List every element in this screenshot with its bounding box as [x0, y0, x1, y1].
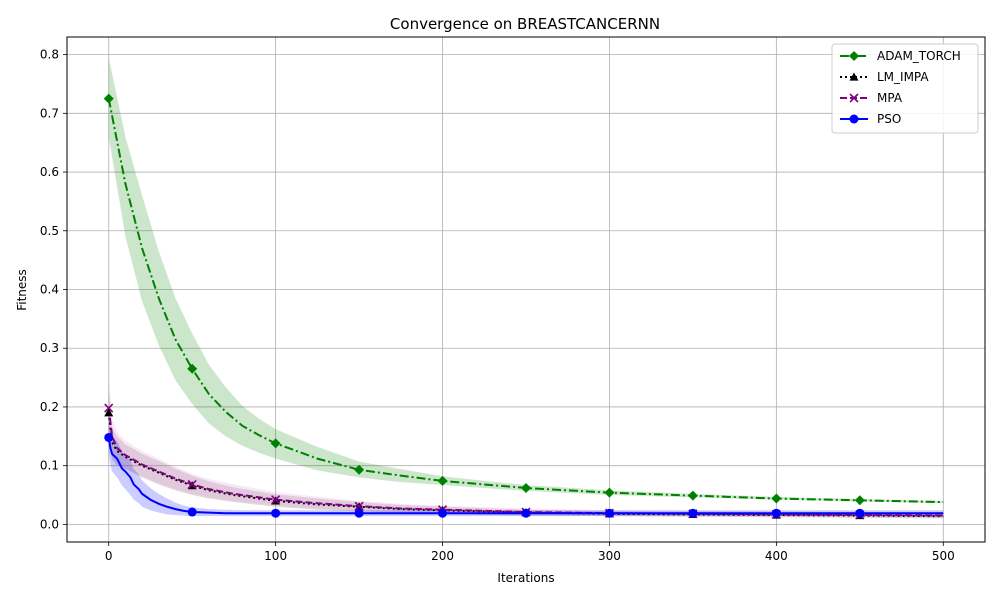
legend-marker: [849, 93, 859, 103]
legend-label: LM_IMPA: [877, 70, 929, 84]
marker-mpa: [354, 501, 364, 511]
x-tick-label: 200: [431, 549, 454, 563]
y-axis-ticks: 0.0 0.1 0.2 0.3 0.4 0.5 0.6 0.7 0.8: [40, 48, 67, 531]
marker-pso: [187, 507, 197, 517]
marker-adam_torch: [687, 490, 698, 501]
marker-mpa: [104, 403, 114, 413]
marker-adam_torch: [270, 438, 281, 449]
marker-adam_torch: [354, 464, 365, 475]
marker-adam_torch: [854, 495, 865, 506]
line-lm_impa: [107, 412, 944, 518]
x-axis-label: Iterations: [497, 571, 554, 585]
marker-adam_torch: [187, 363, 198, 374]
marker-pso: [855, 508, 865, 518]
marker-pso: [271, 508, 281, 518]
marker-adam_torch: [771, 493, 782, 504]
marker-adam_torch: [103, 93, 114, 104]
chart-title: Convergence on BREASTCANCERNN: [390, 15, 660, 33]
y-tick-label: 0.4: [40, 283, 59, 297]
y-tick-label: 0.3: [40, 341, 59, 355]
x-tick-label: 500: [932, 549, 955, 563]
series-markers: [103, 93, 865, 520]
marker-adam_torch: [604, 487, 615, 498]
legend-marker: [849, 114, 859, 124]
marker-pso: [354, 508, 364, 518]
marker-lm_impa: [104, 408, 114, 417]
marker-pso: [521, 508, 531, 518]
marker-pso: [604, 508, 614, 518]
y-tick-label: 0.1: [40, 459, 59, 473]
legend-box: [831, 43, 979, 134]
marker-pso: [688, 508, 698, 518]
y-tick-label: 0.7: [40, 106, 59, 120]
x-axis-ticks: 0 100 200 300 400 500: [105, 542, 955, 563]
legend-marker: [849, 51, 859, 61]
marker-adam_torch: [521, 482, 531, 493]
x-tick-label: 300: [598, 549, 621, 563]
legend-label: PSO: [877, 112, 901, 126]
marker-mpa: [187, 479, 197, 490]
x-tick-label: 400: [765, 549, 788, 563]
marker-pso: [771, 508, 781, 518]
marker-pso: [438, 508, 448, 518]
y-tick-label: 0.2: [40, 400, 59, 414]
x-tick-label: 100: [264, 549, 287, 563]
y-tick-label: 0.8: [40, 48, 59, 62]
y-axis-label: Fitness: [15, 269, 29, 311]
marker-pso: [104, 432, 114, 442]
line-adam_torch: [107, 98, 944, 504]
y-tick-label: 0.6: [40, 165, 59, 179]
y-tick-label: 0.5: [40, 224, 59, 238]
x-tick-label: 0: [105, 549, 113, 563]
legend: ADAM_TORCH LM_IMPA MPA PSO: [831, 43, 979, 134]
legend-marker: [849, 72, 859, 81]
y-tick-label: 0.0: [40, 517, 59, 531]
legend-label: MPA: [877, 91, 903, 105]
legend-label: ADAM_TORCH: [877, 49, 961, 63]
marker-adam_torch: [437, 475, 448, 486]
line-pso: [107, 437, 944, 515]
marker-mpa: [271, 495, 281, 505]
